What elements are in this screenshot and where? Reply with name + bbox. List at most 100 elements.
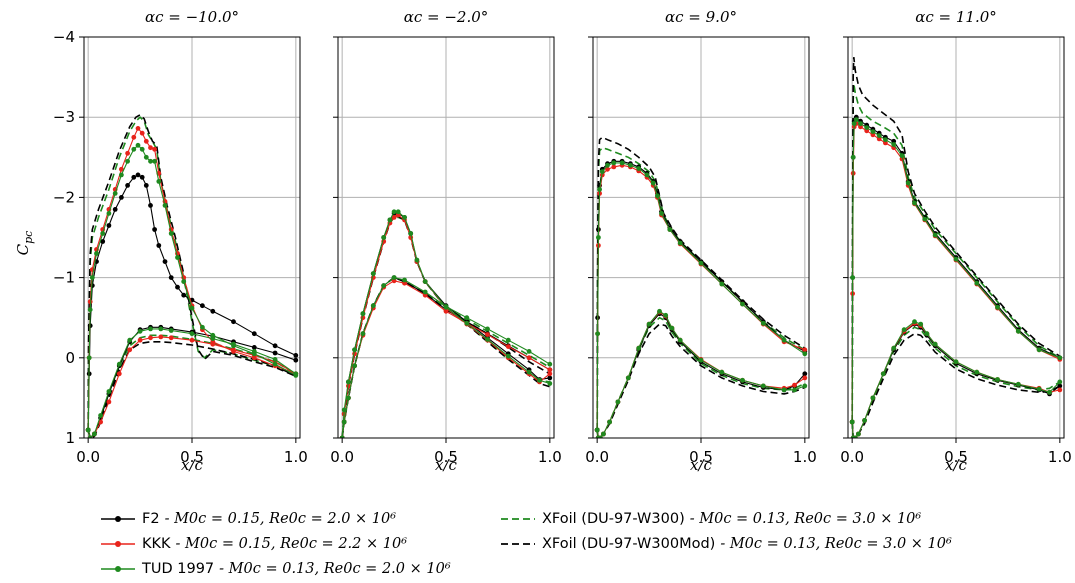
point-kkk — [505, 344, 511, 349]
point-kkk — [189, 337, 195, 343]
point-tud — [597, 435, 603, 438]
point-tud — [792, 387, 797, 393]
point-tud — [781, 337, 787, 343]
legend-label: F2 — [142, 511, 160, 527]
point-tud — [594, 427, 600, 433]
point-tud — [92, 431, 97, 437]
point-tud — [181, 279, 187, 284]
point-tud — [912, 200, 917, 206]
panel-title: αc = 11.0° — [915, 8, 997, 26]
point-tud — [607, 419, 612, 425]
x-tick-label: 0.0 — [330, 448, 354, 466]
point-tud — [899, 153, 905, 159]
point-kkk — [391, 215, 397, 220]
x-tick-label: 0.0 — [76, 448, 100, 466]
point-tud — [85, 427, 91, 433]
point-f2 — [162, 259, 168, 264]
point-kkk — [131, 134, 137, 140]
point-tud — [628, 162, 633, 168]
legend-params: - M0c = 0.15, Re0c = 2.2 × 10⁶ — [175, 536, 408, 552]
point-tud — [106, 389, 112, 394]
point-tud — [156, 179, 162, 184]
point-tud — [98, 413, 103, 418]
point-tud — [611, 160, 617, 166]
point-tud — [210, 336, 216, 341]
point-tud — [644, 172, 650, 178]
point-tud — [953, 359, 959, 365]
point-tud — [595, 331, 600, 337]
panel-3: 0.0 0.5 1.0 x/c αc = 9.0° — [585, 8, 817, 474]
point-tud — [370, 303, 376, 309]
point-tud — [89, 275, 95, 280]
point-kkk — [152, 146, 158, 152]
point-tud — [663, 312, 669, 318]
legend-item-xfm: XFoil (DU-97-W300Mod) - M0c = 0.13, Re0c … — [500, 533, 952, 555]
point-tud — [408, 231, 414, 236]
point-tud — [619, 160, 625, 166]
series-xf-upper — [87, 116, 297, 431]
point-tud — [272, 361, 278, 367]
point-tud — [646, 321, 652, 327]
point-tud — [1015, 328, 1021, 334]
point-tud — [116, 361, 122, 367]
panel-title: αc = −10.0° — [145, 8, 239, 26]
point-tud — [698, 357, 704, 363]
point-f2 — [175, 284, 180, 290]
point-tud — [137, 328, 143, 334]
point-tud — [1047, 389, 1052, 395]
point-tud — [667, 227, 673, 232]
point-tud — [849, 419, 855, 425]
point-tud — [740, 377, 745, 383]
point-tud — [210, 332, 216, 338]
point-tud — [605, 162, 610, 168]
point-tud — [505, 353, 511, 359]
point-tud — [200, 324, 205, 330]
point-kkk — [139, 130, 145, 136]
point-tud — [162, 203, 168, 208]
point-f2 — [293, 353, 299, 358]
point-kkk — [876, 136, 882, 142]
legend-label: XFoil (DU-97-W300Mod) — [542, 536, 716, 552]
point-tud — [1036, 347, 1042, 353]
point-tud — [597, 187, 602, 192]
point-f2 — [125, 183, 130, 188]
x-axis-label: x/c — [945, 456, 968, 474]
point-kkk — [547, 371, 553, 377]
point-tud — [381, 283, 387, 288]
point-f2 — [106, 223, 112, 228]
point-tud — [862, 418, 867, 423]
panel-4: 0.0 0.5 1.0 x/c αc = 11.0° — [840, 8, 1072, 474]
point-tud — [526, 369, 532, 375]
point-kkk — [526, 355, 532, 361]
point-tud — [625, 375, 631, 381]
point-tud — [659, 211, 664, 216]
point-f2 — [272, 343, 278, 349]
series-kkk-upper — [87, 127, 296, 431]
point-kkk — [119, 166, 124, 172]
point-tud — [251, 349, 257, 354]
legend-item-f2: F2- M0c = 0.15, Re0c = 2.0 × 10⁶ — [100, 508, 396, 530]
x-axis-label: x/c — [690, 456, 713, 474]
point-tud — [802, 351, 808, 357]
point-tud — [414, 257, 420, 263]
point-f2 — [547, 375, 553, 381]
point-tud — [127, 337, 133, 343]
series-xfm-upper — [87, 113, 297, 431]
point-tud — [352, 347, 357, 353]
point-tud — [856, 431, 861, 437]
point-tud — [901, 327, 907, 333]
point-tud — [760, 383, 766, 389]
point-tud — [100, 231, 106, 236]
point-tud — [655, 193, 660, 199]
panel-2: 0.0 0.5 1.0 x/c αc = −2.0° — [330, 8, 562, 474]
point-tud — [391, 209, 397, 215]
series-tud-lower — [851, 321, 1061, 438]
legend-swatch — [101, 516, 135, 522]
point-kkk — [1057, 387, 1063, 393]
legend: F2- M0c = 0.15, Re0c = 2.0 × 10⁶ KKK - M0c… — [100, 508, 1060, 580]
point-kkk — [135, 125, 141, 131]
series-tud-upper — [596, 162, 806, 431]
point-tud — [677, 240, 683, 246]
series-xfm-upper — [851, 57, 1061, 423]
